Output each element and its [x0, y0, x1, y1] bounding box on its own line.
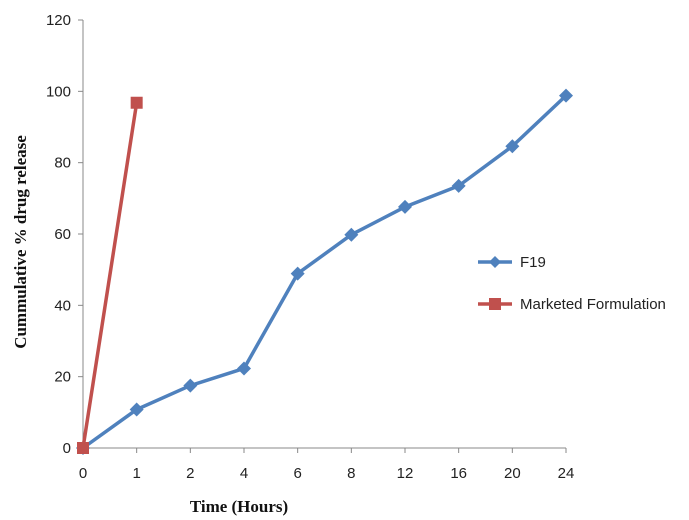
series-line — [81, 102, 139, 449]
legend-item: Marketed Formulation — [478, 296, 666, 313]
legend-swatch-marker — [489, 256, 501, 268]
y-tick-label: 0 — [63, 440, 71, 457]
x-tick-label: 12 — [397, 465, 414, 482]
x-tick-label: 1 — [132, 465, 140, 482]
y-axis-title: Cummulative % drug release — [11, 135, 30, 349]
x-tick-label: 6 — [293, 465, 301, 482]
series-line — [81, 94, 568, 450]
series-1 — [77, 96, 143, 454]
data-point — [237, 361, 251, 376]
x-tick-label: 16 — [450, 465, 467, 482]
data-point — [183, 378, 198, 393]
axes — [82, 20, 566, 449]
y-tick-label: 20 — [54, 369, 71, 386]
series-layer — [76, 88, 573, 455]
series-0 — [76, 88, 573, 455]
x-tick-label: 24 — [558, 465, 575, 482]
legend-swatch-marker — [489, 298, 501, 310]
x-axis-ticks: 0 1 2 4 6 8 12 16 20 24 — [79, 448, 575, 482]
x-tick-label: 8 — [347, 465, 355, 482]
y-tick-label: 120 — [46, 12, 71, 29]
y-tick-label: 40 — [54, 297, 71, 314]
x-tick-label: 2 — [186, 465, 194, 482]
y-tick-label: 80 — [54, 155, 71, 172]
x-tick-label: 0 — [79, 465, 87, 482]
legend-label: F19 — [520, 254, 546, 271]
y-tick-label: 60 — [54, 226, 71, 243]
legend: F19 Marketed Formulation — [478, 254, 666, 313]
data-point — [398, 199, 412, 214]
data-point — [130, 96, 143, 109]
legend-item: F19 — [478, 254, 546, 271]
x-tick-label: 20 — [504, 465, 521, 482]
x-tick-label: 4 — [240, 465, 248, 482]
x-axis-title: Time (Hours) — [190, 497, 288, 516]
data-point — [559, 88, 573, 103]
legend-label: Marketed Formulation — [520, 296, 666, 313]
data-point — [344, 227, 359, 242]
data-point — [505, 139, 520, 154]
data-point — [77, 442, 89, 454]
data-point — [129, 402, 144, 417]
y-tick-label: 100 — [46, 83, 71, 100]
data-point — [451, 178, 466, 193]
y-axis-ticks: 0 20 40 60 80 100 120 — [46, 12, 83, 457]
data-point — [290, 266, 305, 281]
